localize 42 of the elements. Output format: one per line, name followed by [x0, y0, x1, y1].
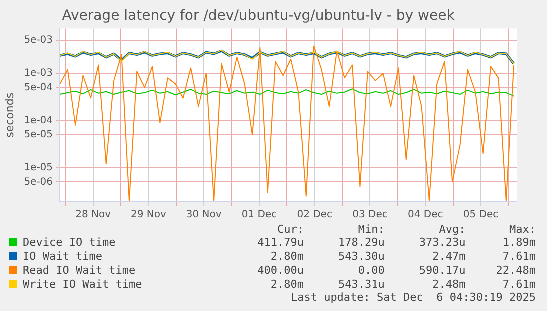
text: Cur: [276, 223, 305, 236]
text: 411.79u [256, 236, 305, 250]
y-tick-label: 1e-03 [24, 68, 54, 80]
y-tick-label: 5e-05 [24, 130, 54, 141]
legend-label: IO Wait time [22, 250, 104, 264]
text: 543.31u [337, 278, 386, 292]
text: 22.48m [495, 264, 537, 278]
text: 590.17u [418, 264, 467, 278]
text: 400.00u [256, 264, 305, 278]
y-tick-label: 5e-04 [24, 82, 54, 94]
chart-title: Average latency for /dev/ubuntu-vg/ubuntu-lv - by week [62, 8, 456, 24]
text: 2.80m [270, 278, 305, 292]
x-tick-label: 30 Nov [186, 210, 222, 221]
y-tick-label: 5e-03 [24, 35, 54, 46]
y-tick-label: 5e-06 [24, 176, 54, 188]
x-tick-label: 28 Nov [76, 210, 112, 221]
text: Avg: [438, 223, 467, 236]
legend-label: Read IO Wait time [22, 264, 137, 278]
x-tick-label: 01 Dec [242, 210, 278, 221]
text: 2.47m [432, 250, 467, 264]
x-tick-label: 02 Dec [297, 210, 332, 221]
y-axis-title: seconds [3, 92, 16, 138]
text: Min: [357, 223, 386, 236]
legend-label: Device IO time [22, 236, 117, 250]
text: 373.23u [418, 236, 467, 250]
legend-label: Write IO Wait time [22, 278, 144, 292]
text: 2.80m [270, 250, 305, 264]
text: 0.00 [357, 264, 386, 278]
text: 7.61m [502, 278, 537, 292]
text: 7.61m [502, 250, 537, 264]
text: Max: [508, 223, 537, 236]
x-tick-label: 04 Dec [408, 210, 444, 221]
text: 2.48m [432, 278, 467, 292]
y-tick-label: 1e-05 [24, 162, 54, 174]
x-tick-label: 05 Dec [463, 210, 499, 221]
text: 543.30u [337, 250, 386, 264]
text: Last update: Sat Dec 6 04:30:19 2025 [290, 291, 537, 304]
y-tick-label: 1e-04 [24, 115, 54, 126]
x-tick-label: 29 Nov [130, 210, 166, 221]
text: 1.89m [502, 236, 537, 250]
text: 178.29u [337, 236, 386, 250]
x-tick-label: 03 Dec [352, 210, 388, 221]
